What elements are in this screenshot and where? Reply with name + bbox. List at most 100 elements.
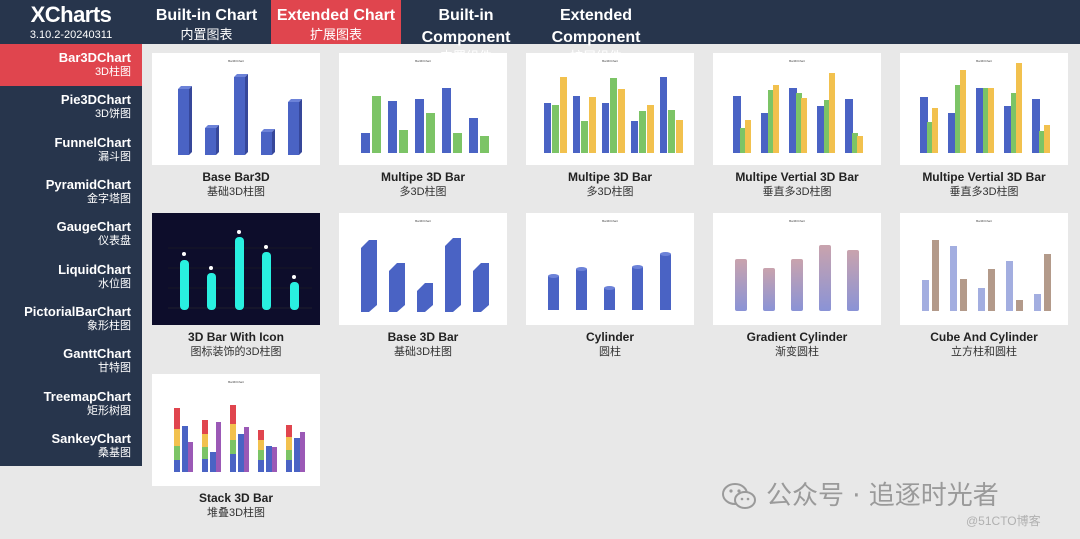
card-subtitle: 垂直多3D柱图: [949, 186, 1019, 198]
tab-extended-chart[interactable]: Extended Chart 扩展图表: [271, 0, 401, 44]
example-card-multipe-3d-bar-2[interactable]: Bar3DChart Multipe 3D Bar 多3D柱图: [526, 53, 694, 199]
example-card-cube-and-cylinder[interactable]: Bar3DChart Cube And Cylinder 立方柱和圆柱: [900, 213, 1068, 359]
sidebar-item-treemapchart[interactable]: TreemapChart 矩形树图: [0, 383, 142, 425]
card-title: Base 3D Bar: [387, 330, 459, 344]
sidebar-item-funnelchart[interactable]: FunnelChart 漏斗图: [0, 129, 142, 171]
card-subtitle: 堆叠3D柱图: [206, 507, 266, 519]
card-subtitle: 图标装饰的3D柱图: [190, 346, 282, 358]
sidebar-item-label: PictorialBarChart: [24, 304, 131, 319]
bar3d-thumbnail-image: Bar3DChart: [178, 59, 302, 155]
card-title: Multipe Vertial 3D Bar: [735, 170, 859, 184]
multi-bar3d-thumbnail-image: Bar3DChart: [361, 59, 489, 153]
sidebar-item-sublabel: 仪表盘: [98, 235, 131, 247]
sidebar-item-ganttchart[interactable]: GanttChart 甘特图: [0, 340, 142, 382]
sidebar-item-sublabel: 3D柱图: [94, 66, 131, 78]
card-subtitle: 基础3D柱图: [393, 346, 453, 358]
card-title: Cylinder: [585, 330, 634, 344]
chart-thumbnail: Bar3DChart: [339, 53, 507, 165]
vertical-bar3d-thumbnail-image: Bar3DChart: [920, 59, 1050, 153]
card-subtitle: 多3D柱图: [399, 186, 447, 198]
svg-text:Bar3DChart: Bar3DChart: [228, 59, 244, 63]
card-title: Multipe 3D Bar: [567, 170, 652, 184]
example-card-base-bar3d[interactable]: Bar3DChart Base Bar3D 基础3D柱图: [152, 53, 320, 199]
sidebar-item-sublabel: 桑基图: [98, 447, 131, 459]
chart-thumbnail: Bar3DChart: [152, 53, 320, 165]
icon-bar3d-thumbnail-image: [168, 230, 312, 310]
app-name: XCharts: [30, 2, 112, 27]
svg-text:Bar3DChart: Bar3DChart: [602, 59, 618, 63]
chart-thumbnail: Bar3DChart: [900, 213, 1068, 325]
chart-thumbnail: [152, 213, 320, 325]
example-card-multipe-3d-bar-1[interactable]: Bar3DChart Multipe 3D Bar 多3D柱图: [339, 53, 507, 199]
tab-extended-component[interactable]: Extended Component 扩展组件: [531, 0, 661, 64]
chart-thumbnail: Bar3DChart: [526, 53, 694, 165]
svg-text:Bar3DChart: Bar3DChart: [976, 59, 992, 63]
tab-built-in-component[interactable]: Built-in Component 内置组件: [401, 0, 531, 64]
sidebar-item-sankeychart[interactable]: SankeyChart 桑基图: [0, 425, 142, 467]
top-nav-bar: XCharts 3.10.2-20240311 Built-in Chart 内…: [0, 0, 1080, 64]
sidebar-item-label: Pie3DChart: [60, 92, 131, 107]
example-card-multipe-vertial-3d-bar-1[interactable]: Bar3DChart Multipe Vertial 3D Bar 垂直多3D柱…: [713, 53, 881, 199]
sidebar-item-liquidchart[interactable]: LiquidChart 水位图: [0, 256, 142, 298]
sidebar-item-sublabel: 3D饼图: [94, 108, 131, 120]
watermark: 公众号 · 追逐时光者: [722, 480, 1052, 512]
sidebar-item-label: SankeyChart: [51, 431, 131, 446]
card-subtitle: 垂直多3D柱图: [762, 186, 832, 198]
svg-text:Bar3DChart: Bar3DChart: [789, 59, 805, 63]
example-card-gradient-cylinder[interactable]: Bar3DChart Gradient Cylinder 渐变圆柱: [713, 213, 881, 359]
card-subtitle: 圆柱: [599, 346, 621, 358]
tab-label: Extended Component: [551, 7, 641, 46]
card-subtitle: 渐变圆柱: [775, 346, 819, 358]
svg-text:Bar3DChart: Bar3DChart: [228, 380, 244, 384]
sidebar-item-pyramidchart[interactable]: PyramidChart 金字塔图: [0, 171, 142, 213]
stack-bar3d-thumbnail-image: Bar3DChart: [174, 380, 305, 472]
tab-sublabel: 扩展图表: [309, 27, 362, 42]
tab-built-in-chart[interactable]: Built-in Chart 内置图表: [142, 0, 271, 44]
sidebar-item-bar3dchart[interactable]: Bar3DChart 3D柱图: [0, 44, 142, 86]
example-card-multipe-vertial-3d-bar-2[interactable]: Bar3DChart Multipe Vertial 3D Bar 垂直多3D柱…: [900, 53, 1068, 199]
chart-thumbnail: Bar3DChart: [713, 53, 881, 165]
base-3d-bar-thumbnail-image: Bar3DChart: [361, 219, 489, 312]
sidebar-item-label: GanttChart: [63, 346, 131, 361]
tab-sublabel: 内置图表: [180, 27, 233, 42]
sidebar-item-pie3dchart[interactable]: Pie3DChart 3D饼图: [0, 86, 142, 128]
app-logo: XCharts 3.10.2-20240311: [0, 0, 142, 44]
chart-thumbnail: Bar3DChart: [900, 53, 1068, 165]
sidebar-item-label: FunnelChart: [54, 135, 131, 150]
example-card-3d-bar-with-icon[interactable]: 3D Bar With Icon 图标装饰的3D柱图: [152, 213, 320, 359]
svg-text:Bar3DChart: Bar3DChart: [602, 219, 618, 223]
sidebar-item-sublabel: 金字塔图: [87, 193, 131, 205]
watermark-site: @51CTO博客: [966, 514, 1041, 528]
sidebar-item-label: LiquidChart: [58, 262, 131, 277]
sidebar-item-pictorialbarchart[interactable]: PictorialBarChart 象形柱图: [0, 298, 142, 340]
card-subtitle: 多3D柱图: [586, 186, 634, 198]
card-title: Multipe 3D Bar: [380, 170, 465, 184]
sidebar-item-sublabel: 甘特图: [98, 362, 131, 374]
app-version: 3.10.2-20240311: [29, 29, 113, 41]
sidebar: Bar3DChart 3D柱图 Pie3DChart 3D饼图 FunnelCh…: [0, 44, 142, 466]
card-title: Multipe Vertial 3D Bar: [922, 170, 1046, 184]
example-card-base-3d-bar[interactable]: Bar3DChart Base 3D Bar 基础3D柱图: [339, 213, 507, 359]
chart-thumbnail: Bar3DChart: [526, 213, 694, 325]
sidebar-item-sublabel: 象形柱图: [87, 320, 131, 332]
card-subtitle: 基础3D柱图: [206, 186, 266, 198]
watermark-text: 公众号 · 追逐时光者: [766, 481, 999, 511]
example-card-cylinder[interactable]: Bar3DChart Cylinder 圆柱: [526, 213, 694, 359]
example-card-stack-3d-bar[interactable]: Bar3DChart Stack 3D Bar 堆叠3D柱图: [152, 374, 320, 520]
multi-bar3d-thumbnail-image: Bar3DChart: [544, 59, 683, 153]
svg-text:Bar3DChart: Bar3DChart: [415, 59, 431, 63]
card-title: Base Bar3D: [202, 170, 270, 184]
card-title: Cube And Cylinder: [930, 330, 1038, 344]
cylinder-thumbnail-image: Bar3DChart: [548, 219, 671, 310]
tab-label: Built-in Chart: [155, 7, 258, 24]
card-title: 3D Bar With Icon: [188, 330, 284, 344]
svg-text:Bar3DChart: Bar3DChart: [415, 219, 431, 223]
vertical-bar3d-thumbnail-image: Bar3DChart: [733, 59, 863, 153]
card-title: Stack 3D Bar: [198, 491, 274, 505]
chart-thumbnail: Bar3DChart: [713, 213, 881, 325]
gradient-cylinder-thumbnail-image: Bar3DChart: [735, 219, 859, 311]
sidebar-item-gaugechart[interactable]: GaugeChart 仪表盘: [0, 213, 142, 255]
chart-thumbnail: Bar3DChart: [339, 213, 507, 325]
sidebar-item-label: PyramidChart: [45, 177, 131, 192]
sidebar-item-sublabel: 矩形树图: [87, 405, 131, 417]
